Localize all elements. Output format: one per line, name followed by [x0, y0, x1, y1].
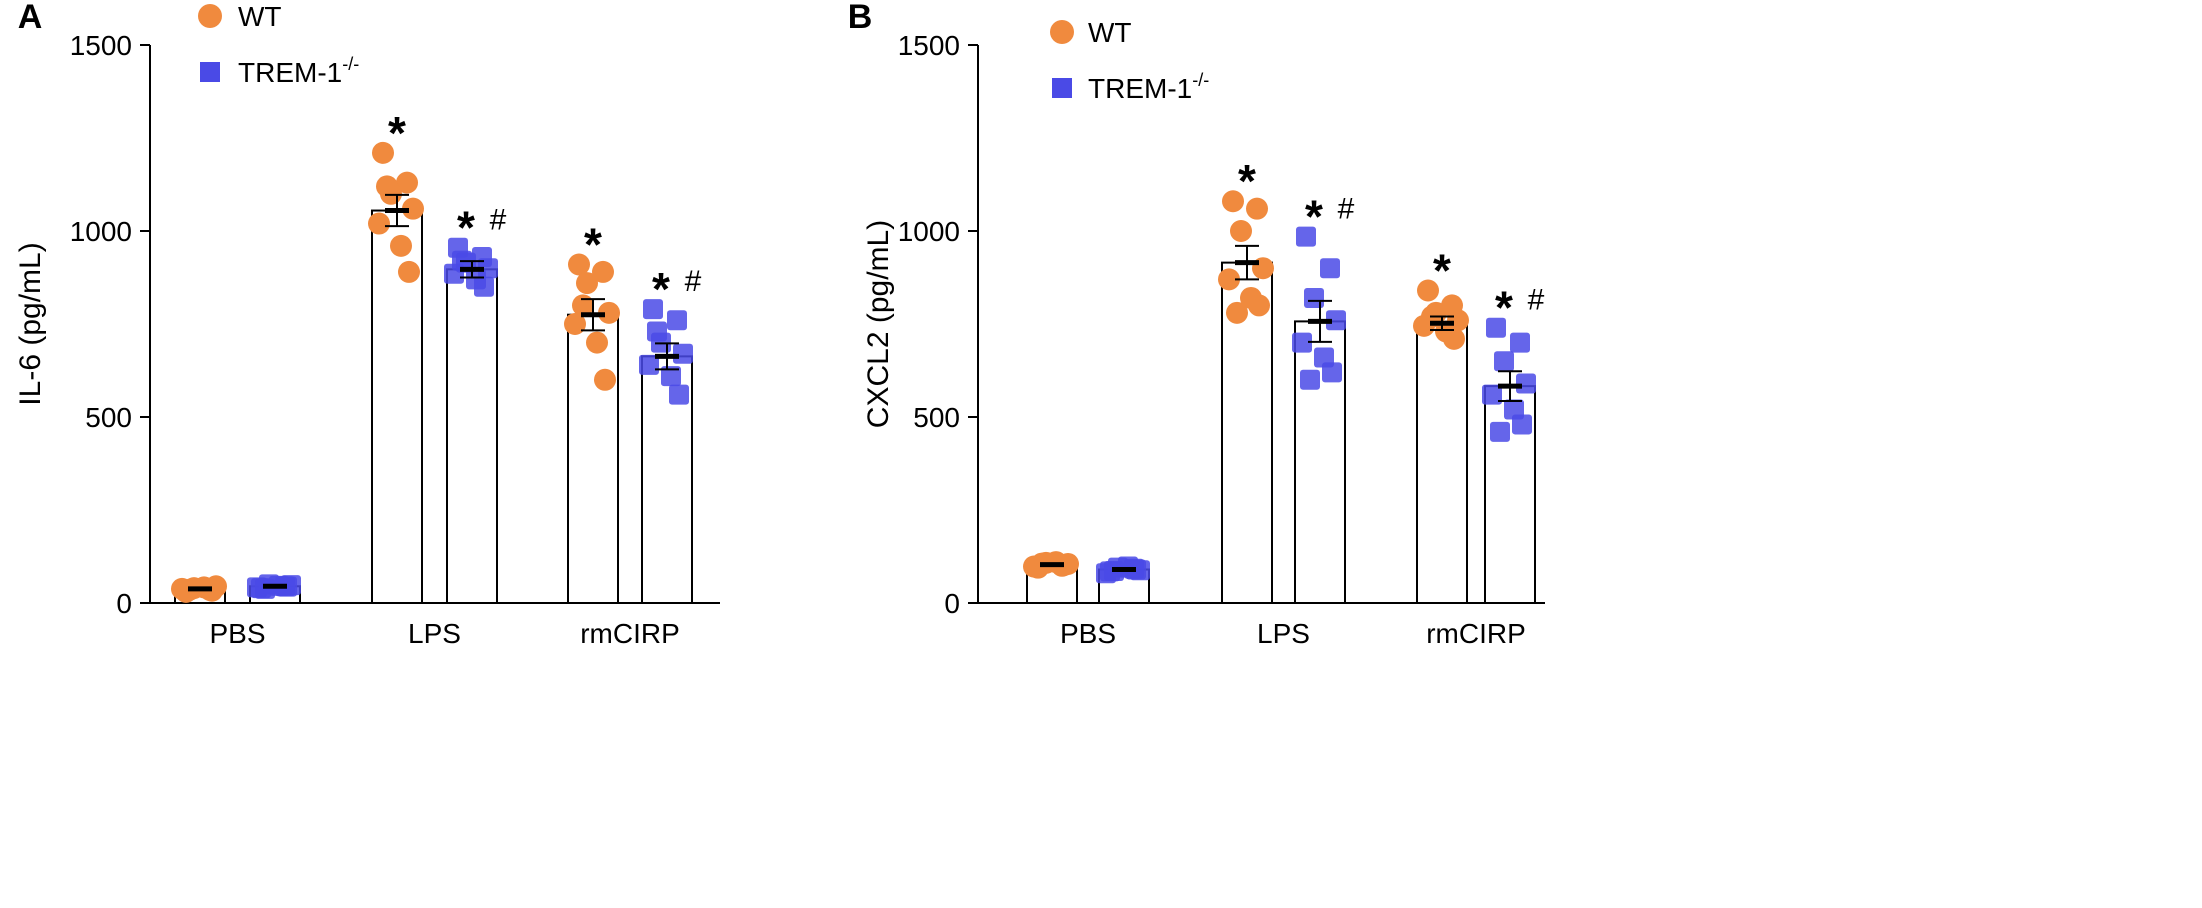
data-point [1482, 384, 1502, 405]
data-point [1218, 268, 1240, 291]
legend-label: TREM-1-/- [1088, 70, 1209, 104]
data-point [1486, 317, 1506, 338]
data-point [402, 197, 424, 220]
legend-marker-wt [1050, 20, 1074, 44]
y-tick-label: 1000 [898, 216, 960, 247]
data-point [673, 343, 693, 364]
data-point [372, 141, 394, 164]
significance-star: * [584, 218, 602, 270]
data-point [1322, 362, 1342, 383]
data-point [1248, 294, 1270, 317]
data-point [1300, 369, 1320, 390]
significance-hash: # [490, 204, 507, 237]
panel-a: A 0 500 1000 1500 IL-6 (pg/mL) PBS LPS rmCIRP * * *… [14, 0, 720, 649]
data-point [647, 321, 667, 342]
legend-label: WT [238, 1, 282, 32]
y-tick-label: 1500 [898, 30, 960, 61]
x-tick-label: rmCIRP [580, 618, 680, 649]
data-point [1490, 421, 1510, 442]
data-point [1320, 258, 1340, 279]
data-point [1226, 301, 1248, 324]
y-tick-label: 1000 [70, 216, 132, 247]
legend-label: WT [1088, 17, 1132, 48]
x-tick-label: PBS [1060, 618, 1116, 649]
data-point [639, 354, 659, 375]
significance-star: * [1433, 245, 1451, 297]
data-point [1326, 310, 1346, 331]
x-tick-label: LPS [408, 618, 461, 649]
data-point [1494, 351, 1514, 372]
data-point [1230, 220, 1252, 242]
y-tick-label: 0 [116, 588, 132, 619]
data-point [376, 175, 398, 198]
y-axis-label: IL-6 (pg/mL) [14, 242, 47, 405]
y-tick-label: 500 [85, 402, 132, 433]
data-point [643, 299, 663, 320]
panel-label: A [18, 0, 43, 36]
data-point [396, 171, 418, 194]
significance-star: * [1305, 191, 1323, 243]
significance-star: * [652, 263, 670, 315]
data-point [368, 212, 390, 235]
bar [567, 313, 619, 604]
data-point [398, 260, 420, 283]
legend-label: TREM-1-/- [238, 54, 359, 88]
y-axis-label: CXCL2 (pg/mL) [862, 220, 895, 428]
data-point [564, 313, 586, 335]
panel-label: B [848, 0, 873, 36]
y-tick-label: 1500 [70, 30, 132, 61]
data-point [1516, 373, 1536, 394]
data-point [474, 276, 494, 297]
legend-marker-trem [1052, 78, 1072, 98]
y-tick-label: 500 [913, 402, 960, 433]
significance-hash: # [1338, 193, 1355, 226]
data-point [1510, 332, 1530, 353]
data-point [1246, 197, 1268, 220]
significance-star: * [457, 202, 475, 254]
data-point [1512, 414, 1532, 435]
data-point [586, 331, 608, 354]
data-point [592, 260, 614, 283]
data-point [255, 578, 275, 599]
data-point [667, 310, 687, 331]
bar [1416, 322, 1468, 604]
data-point [568, 253, 590, 276]
significance-star: * [388, 107, 406, 159]
bar [446, 268, 498, 604]
data-point [598, 301, 620, 324]
data-point [390, 234, 412, 257]
y-tick-label: 0 [944, 588, 960, 619]
data-point [669, 384, 689, 405]
panel-b: B 0 500 1000 1500 CXCL2 (pg/mL) PBS LPS rmCIRP * *… [848, 0, 1545, 649]
x-tick-label: PBS [209, 618, 265, 649]
data-point [661, 366, 681, 387]
data-point [576, 272, 598, 295]
significance-star: * [1238, 155, 1256, 207]
significance-star: * [1495, 282, 1513, 334]
legend-marker-trem [200, 62, 220, 82]
data-point [1417, 279, 1439, 302]
legend-marker-wt [198, 4, 222, 28]
data-point [594, 368, 616, 391]
significance-hash: # [1528, 284, 1545, 317]
data-point [1292, 332, 1312, 353]
x-tick-label: rmCIRP [1426, 618, 1526, 649]
x-tick-label: LPS [1257, 618, 1310, 649]
data-point [1222, 190, 1244, 213]
significance-hash: # [685, 265, 702, 298]
data-point [1296, 226, 1316, 247]
data-point [1443, 327, 1465, 350]
